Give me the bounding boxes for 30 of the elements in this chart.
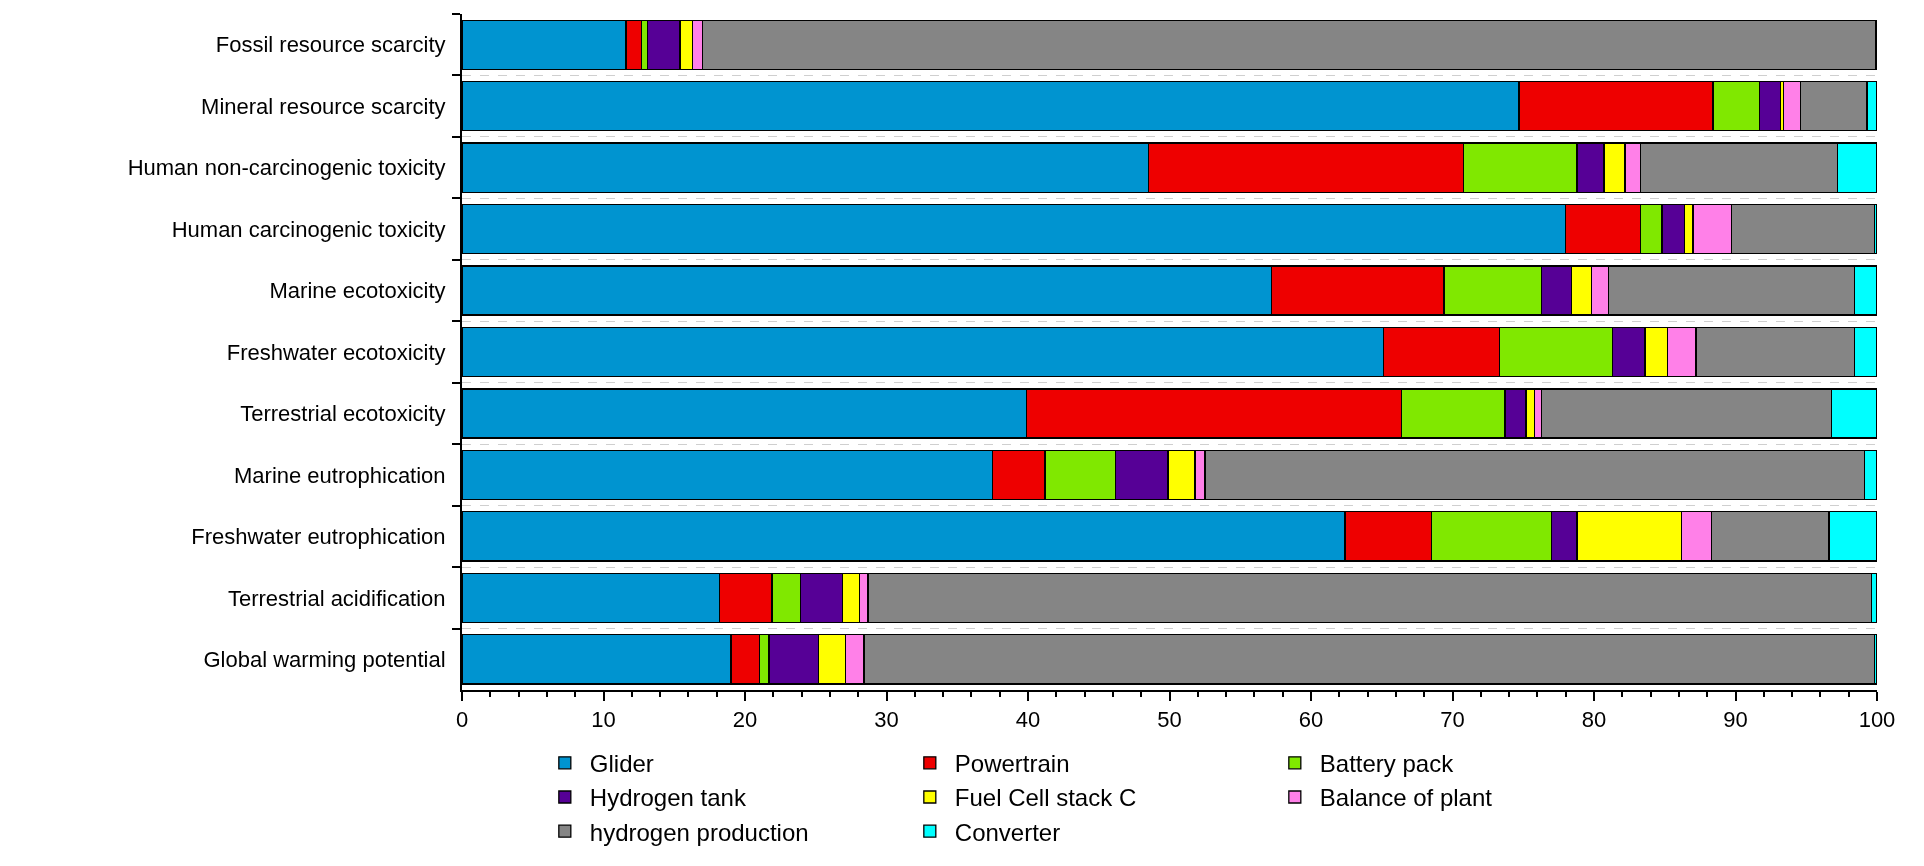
x-tick-label: 30 <box>874 707 899 733</box>
x-tick-label: 0 <box>455 707 469 733</box>
x-tick-label: 60 <box>1298 707 1324 733</box>
x-tick-label: 40 <box>1015 707 1041 733</box>
y-tick-label: Freshwater ecotoxicity <box>226 339 446 365</box>
y-tick-label: Global warming potential <box>203 646 446 672</box>
legend-label: Battery pack <box>1319 750 1455 778</box>
y-tick-label: Terrestrial ecotoxicity <box>240 401 446 427</box>
y-tick-label: Human non-carcinogenic toxicity <box>127 155 446 181</box>
x-tick-label: 50 <box>1157 707 1182 733</box>
y-tick-label: Marine ecotoxicity <box>269 278 446 304</box>
legend-label: hydrogen production <box>589 818 809 846</box>
y-tick-label: Marine eutrophication <box>234 462 446 488</box>
x-tick-label: 10 <box>591 707 616 733</box>
legend-label: Balance of plant <box>1319 784 1493 812</box>
x-tick-label: 100 <box>1858 707 1896 733</box>
legend-label: Fuel Cell stack C <box>954 784 1137 812</box>
y-tick-label: Fossil resource scarcity <box>215 32 446 58</box>
x-tick-label: 80 <box>1581 707 1607 733</box>
x-tick-label: 20 <box>732 707 758 733</box>
y-tick-label: Mineral resource scarcity <box>201 93 446 119</box>
x-tick-label: 90 <box>1723 707 1748 733</box>
y-tick-label: Freshwater eutrophication <box>191 524 446 550</box>
legend-label: Glider <box>589 750 654 778</box>
x-tick-label: 70 <box>1440 707 1465 733</box>
legend-label: Powertrain <box>954 750 1070 778</box>
y-tick-label: Terrestrial acidification <box>227 585 446 611</box>
y-tick-label: Human carcinogenic toxicity <box>171 216 446 242</box>
legend-label: Hydrogen tank <box>589 784 747 812</box>
legend-label: Converter <box>954 818 1061 846</box>
